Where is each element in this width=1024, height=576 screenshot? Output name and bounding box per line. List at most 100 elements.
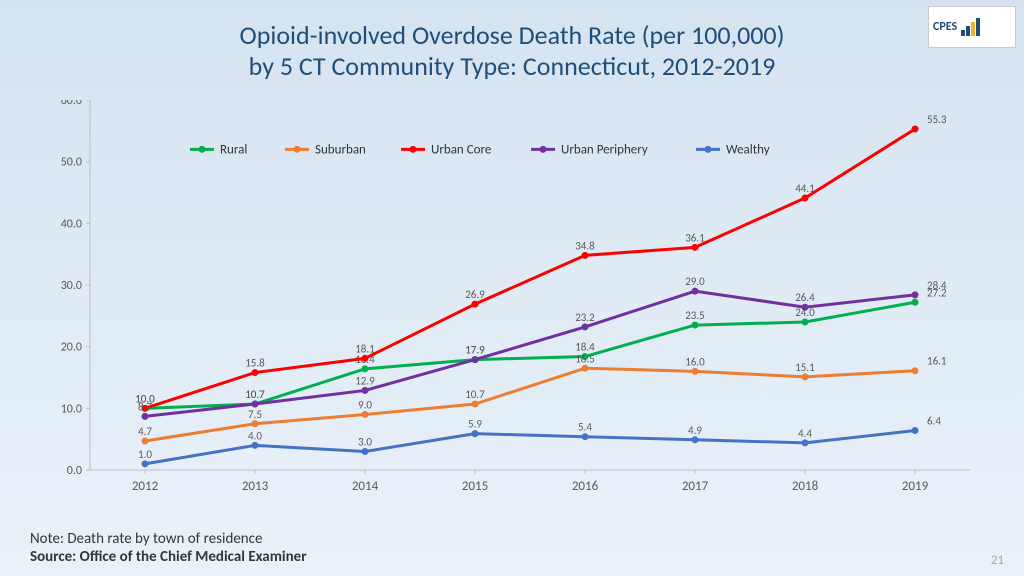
y-tick-label: 10.0 <box>61 402 82 416</box>
data-marker <box>802 304 809 311</box>
data-label: 36.1 <box>685 231 705 244</box>
legend-marker <box>410 146 417 153</box>
data-label: 4.9 <box>688 424 702 437</box>
data-label: 10.7 <box>465 388 485 401</box>
data-label: 15.8 <box>245 357 265 370</box>
legend-label: Urban Core <box>431 142 491 157</box>
y-tick-label: 30.0 <box>61 279 82 293</box>
data-marker <box>912 367 919 374</box>
data-marker <box>692 244 699 251</box>
data-marker <box>802 373 809 380</box>
y-tick-label: 60.0 <box>61 100 82 108</box>
data-label: 34.8 <box>575 239 595 252</box>
data-label: 4.4 <box>798 427 812 440</box>
data-label: 28.4 <box>927 279 947 292</box>
x-tick-label: 2016 <box>572 479 599 494</box>
data-label: 6.4 <box>927 415 941 428</box>
data-marker <box>252 420 259 427</box>
data-marker <box>252 442 259 449</box>
data-label: 12.9 <box>355 374 375 387</box>
data-marker <box>692 322 699 329</box>
data-label: 5.4 <box>578 421 592 434</box>
data-marker <box>582 365 589 372</box>
data-marker <box>912 125 919 132</box>
data-marker <box>802 319 809 326</box>
data-label: 16.1 <box>927 355 947 368</box>
data-marker <box>472 430 479 437</box>
x-tick-label: 2015 <box>462 479 488 494</box>
data-marker <box>142 438 149 445</box>
data-label: 23.5 <box>685 309 705 322</box>
data-marker <box>252 369 259 376</box>
data-marker <box>582 433 589 440</box>
x-tick-label: 2017 <box>682 479 709 494</box>
data-label: 4.7 <box>138 425 152 438</box>
data-marker <box>692 368 699 375</box>
data-marker <box>252 401 259 408</box>
data-label: 9.0 <box>358 399 372 412</box>
data-marker <box>362 387 369 394</box>
data-label: 5.9 <box>468 418 482 431</box>
legend-label: Rural <box>220 142 247 157</box>
data-label: 17.9 <box>465 344 485 357</box>
legend-label: Suburban <box>315 142 366 157</box>
data-label: 23.2 <box>575 311 595 324</box>
line-chart: 0.0 10.0 20.0 30.0 40.0 50.0 60.0 2012 2013 2014 2… <box>50 100 1000 500</box>
y-tick-label: 0.0 <box>67 464 82 478</box>
data-marker <box>912 427 919 434</box>
legend-marker <box>199 146 206 153</box>
data-label: 8.7 <box>138 400 152 413</box>
data-marker <box>472 356 479 363</box>
data-marker <box>362 411 369 418</box>
title-line-1: Opioid-involved Overdose Death Rate (per… <box>239 19 784 51</box>
data-marker <box>582 252 589 259</box>
data-marker <box>142 460 149 467</box>
data-label: 16.0 <box>685 355 705 368</box>
data-marker <box>692 436 699 443</box>
chart-svg: 0.0 10.0 20.0 30.0 40.0 50.0 60.0 2012 2013 2014 2… <box>50 100 1000 500</box>
data-marker <box>362 448 369 455</box>
data-label: 15.1 <box>795 361 815 374</box>
data-marker <box>362 365 369 372</box>
x-tick-label: 2013 <box>242 479 269 494</box>
y-tick-label: 50.0 <box>61 156 82 170</box>
data-marker <box>802 439 809 446</box>
page-number: 21 <box>991 553 1004 568</box>
x-tick-label: 2018 <box>792 479 819 494</box>
legend-marker <box>540 146 547 153</box>
data-marker <box>692 288 699 295</box>
footnote-text: Note: Death rate by town of residence <box>30 530 262 548</box>
title-line-2: by 5 CT Community Type: Connecticut, 201… <box>249 50 776 82</box>
y-tick-label: 20.0 <box>61 341 82 355</box>
source-text: Source: Office of the Chief Medical Exam… <box>30 548 307 566</box>
data-marker <box>472 401 479 408</box>
data-label: 4.0 <box>248 429 262 442</box>
logo-bars-icon <box>961 18 980 36</box>
data-marker <box>472 301 479 308</box>
data-marker <box>912 291 919 298</box>
data-label: 1.0 <box>138 448 152 461</box>
legend-label: Wealthy <box>726 142 770 157</box>
data-label: 26.4 <box>795 291 815 304</box>
chart-title: Opioid-involved Overdose Death Rate (per… <box>0 20 1024 82</box>
data-label: 26.9 <box>465 288 485 301</box>
data-label: 7.5 <box>248 408 262 421</box>
legend-label: Urban Periphery <box>561 142 648 157</box>
data-label: 55.3 <box>927 113 947 126</box>
x-tick-label: 2019 <box>902 479 929 494</box>
data-label: 16.5 <box>575 352 595 365</box>
cpes-logo: CPES <box>928 6 1016 48</box>
data-label: 10.7 <box>245 388 265 401</box>
legend-marker <box>705 146 712 153</box>
y-tick-label: 40.0 <box>61 217 82 231</box>
legend-marker <box>294 146 301 153</box>
data-label: 29.0 <box>685 275 705 288</box>
data-label: 3.0 <box>358 436 372 449</box>
data-label: 44.1 <box>795 182 815 195</box>
data-marker <box>362 355 369 362</box>
data-label: 18.1 <box>355 342 375 355</box>
x-tick-label: 2014 <box>352 479 379 494</box>
x-tick-label: 2012 <box>132 479 159 494</box>
data-marker <box>802 195 809 202</box>
data-marker <box>582 323 589 330</box>
